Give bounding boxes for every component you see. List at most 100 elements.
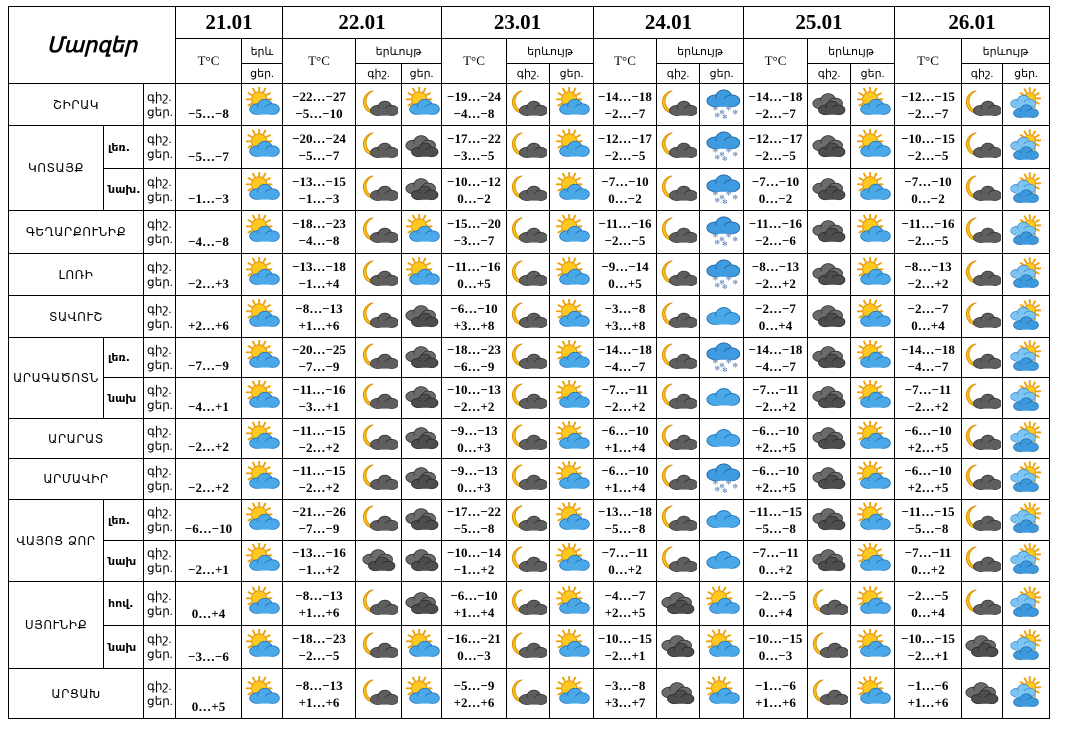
night-label: գիշ. (147, 383, 172, 397)
moon-cloud-icon (360, 380, 398, 416)
temp-range: −18…−23 −2…−5 (282, 625, 356, 669)
day-temp: +1…+6 (298, 604, 340, 620)
day-temp: −7…−9 (298, 521, 340, 536)
forecast-row: նախ. գիշ. ցեր. −1…−3 −13…−15 −1…−3 −10…−12 0…… (9, 168, 1050, 211)
weather-icon-cell (355, 168, 402, 211)
night-temp: −14…−18 (901, 341, 955, 357)
dark-clouds-icon (810, 129, 848, 165)
dark-clouds-icon (659, 586, 697, 622)
weather-icon-cell (241, 499, 283, 541)
sun-clouds-icon (1007, 214, 1045, 250)
temp-range: −2…−7 0…+4 (743, 295, 808, 338)
night-subheader: գիշ. (506, 63, 550, 84)
moon-cloud-icon (963, 214, 1001, 250)
weather-icon-cell (807, 125, 851, 169)
moon-cloud-icon (360, 676, 398, 712)
temp-column-header: T°C (593, 38, 657, 84)
temp-range: −10…−12 0…−2 (441, 168, 507, 211)
svg-text:✻: ✻ (732, 278, 738, 286)
temp-range: −8…−13 +1…+6 (282, 295, 356, 338)
weather-icon-cell (807, 499, 851, 541)
dark-clouds-icon (810, 421, 848, 457)
day-temp: −2…−5 (604, 233, 646, 248)
snow-cloud-icon: ✻ ✻ ✻ ✻ ✻ ✻ (703, 87, 741, 123)
moon-cloud-icon (659, 172, 697, 208)
sun-cloud-icon (854, 339, 892, 376)
weather-icon-cell (401, 581, 442, 626)
dark-clouds-icon (659, 629, 697, 665)
temp-range: −14…−18 −4…−7 (593, 337, 657, 378)
moon-cloud-icon (360, 461, 398, 497)
weather-icon-cell (850, 377, 895, 419)
region-name: ՏԱՎՈՒՇ (8, 295, 144, 338)
dark-clouds-icon (403, 543, 441, 579)
dark-clouds-icon (403, 129, 441, 165)
forecast-row: ՎԱՅՈՑ ՁՈՐ լեռ. գիշ. ցեր. −6…−10 −21…−26 −7…−9… (8, 499, 1050, 582)
day-temp: +2…+5 (604, 604, 646, 620)
sun-cloud-icon (553, 380, 591, 416)
weather-icon-cell (549, 581, 594, 626)
svg-text:✻: ✻ (712, 147, 718, 155)
moon-cloud-icon (963, 129, 1001, 165)
weather-icon-cell (699, 540, 744, 582)
temp-range: −22…−27 −5…−10 (282, 83, 356, 126)
temp-range: −8…−13 −2…+2 (894, 253, 962, 296)
day-label: ցեր. (147, 398, 173, 412)
weather-icon-cell (506, 581, 550, 626)
temp-range: −6…−10 +2…+5 (743, 458, 808, 500)
day-temp: −5…−8 (453, 521, 495, 536)
svg-text:✻: ✻ (725, 189, 731, 197)
weather-icon-cell (506, 125, 550, 169)
weather-icon-cell (1002, 125, 1050, 169)
dark-clouds-icon (810, 380, 848, 416)
weather-icon-cell (241, 210, 283, 254)
svg-text:✻: ✻ (722, 366, 728, 374)
phenomenon-column-header: երևույթ (355, 38, 442, 64)
temp-column-header: T°C (441, 38, 507, 84)
sun-cloud-icon (403, 256, 441, 293)
moon-cloud-icon (659, 299, 697, 335)
day-subheader: ցեր. (1002, 63, 1050, 84)
temp-range: −6…−10 +1…+4 (441, 581, 507, 626)
day-subheader: ցեր. (549, 63, 594, 84)
moon-cloud-icon (509, 461, 547, 497)
night-temp: −7…−11 (904, 382, 952, 397)
temp-range: −19…−24 −4…−8 (441, 83, 507, 126)
temp-range: −5…−8 (175, 83, 242, 126)
night-temp: −13…−16 (292, 545, 346, 560)
day-temp: 0…−3 (758, 648, 793, 663)
sun-cloud-icon (243, 171, 281, 208)
night-temp: −20…−24 (292, 131, 346, 146)
day-temp: +3…+8 (604, 317, 646, 333)
day-temp: −1…+2 (453, 562, 495, 577)
night-label: գիշ. (147, 259, 172, 274)
weather-icon-cell (961, 377, 1003, 419)
moon-cloud-icon (509, 87, 547, 123)
day-label: ցեր. (147, 357, 173, 372)
day-temp: −3…−5 (453, 148, 495, 163)
sun-cloud-icon (403, 86, 441, 123)
moon-cloud-icon (963, 172, 1001, 208)
temp-range: −14…−18 −2…−7 (593, 83, 657, 126)
temp-range: −5…−9 +2…+6 (441, 668, 507, 719)
cloud-icon (703, 421, 741, 457)
moon-cloud-icon (509, 299, 547, 335)
moon-cloud-icon (360, 129, 398, 165)
temp-range: −13…−18 −1…+4 (282, 253, 356, 296)
moon-cloud-icon (509, 214, 547, 250)
night-label: գիշ. (147, 464, 172, 478)
temp-range: −12…−15 −2…−7 (894, 83, 962, 126)
forecast-row: ԼՈՌԻ գիշ. ցեր. −2…+3 −13…−18 −1…+4 −11…−16 0…… (8, 253, 1050, 296)
weather-icon-cell (241, 540, 283, 582)
day-temp: +1…+6 (298, 317, 340, 333)
sun-cloud-icon (403, 675, 441, 712)
night-temp: −15…−20 (447, 216, 501, 231)
weather-icon-cell (549, 253, 594, 296)
cloud-icon (703, 380, 741, 416)
moon-cloud-icon (963, 299, 1001, 335)
night-temp: −10…−15 (598, 631, 652, 646)
sun-clouds-icon (1007, 585, 1045, 622)
day-label: ցեր. (147, 693, 173, 708)
weather-icon-cell (961, 83, 1003, 126)
temp-range: −7…−11 0…+2 (743, 540, 808, 582)
